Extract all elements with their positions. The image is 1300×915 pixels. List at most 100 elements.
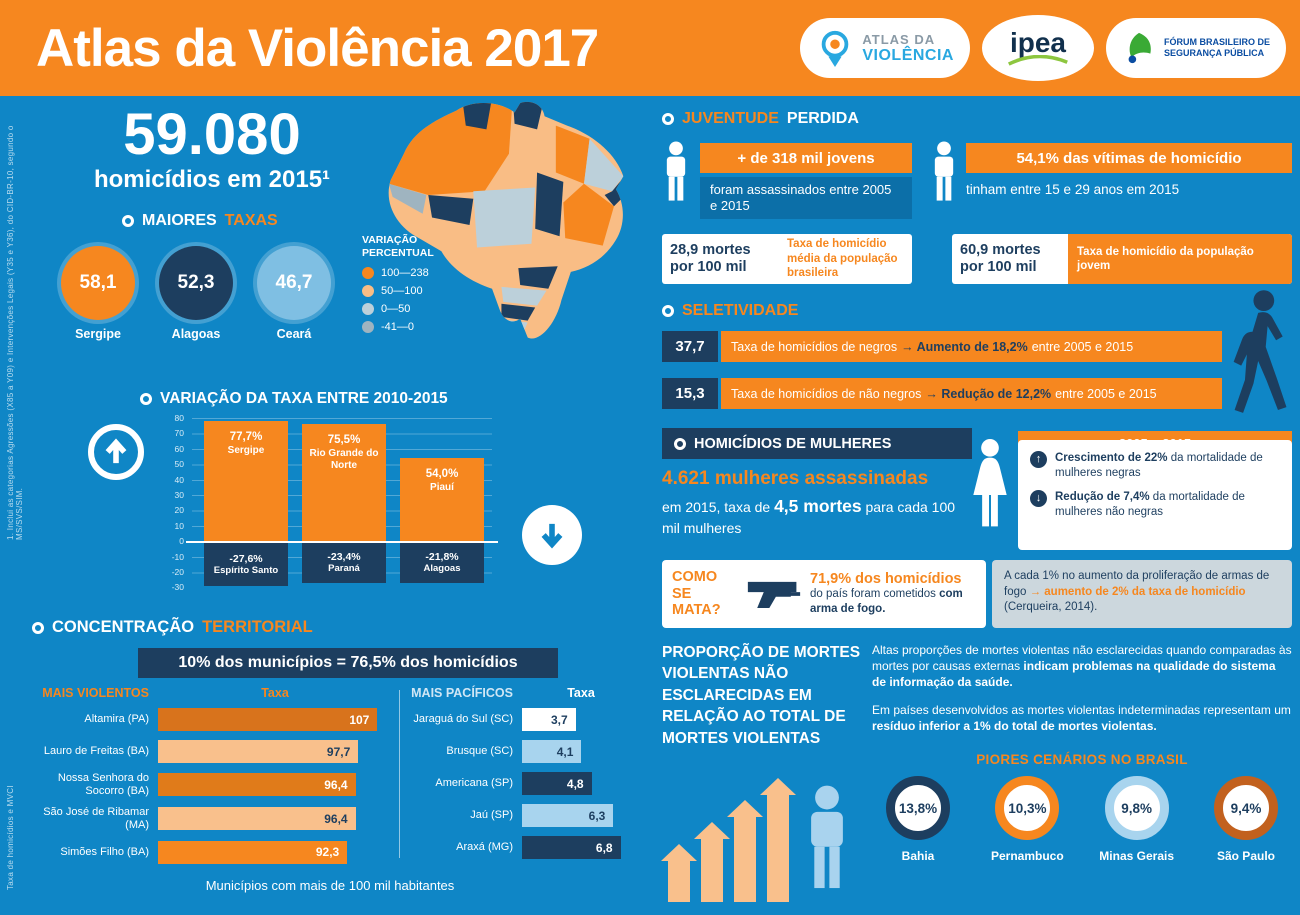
piores-item-sao-paulo: 9,4% São Paulo [1196, 776, 1296, 863]
zero-baseline [186, 541, 498, 543]
footnote-vertical-top: 1. Inclui as categorias Agressões (X85 a… [6, 125, 24, 540]
rate-circle-alagoas: 52,3 Alagoas [150, 246, 242, 341]
up-arrow-icon [105, 438, 127, 464]
piores-value: 9,8% [1104, 776, 1169, 840]
piores-item-pernambuco: 10,3% Pernambuco [977, 776, 1077, 863]
rate-value: 46,7 [257, 246, 331, 320]
growth-arrow-icon [727, 800, 763, 902]
header-banner: Atlas da Violência 2017 ATLAS DA VIOLÊNC… [0, 0, 1300, 96]
proporcao-title: PROPORÇÃO DE MORTES VIOLENTAS NÃO ESCLAR… [662, 644, 861, 747]
ring-icon [662, 305, 674, 317]
map-legend: VARIAÇÃO PERCENTUAL 100—238 50—100 0—50 … [362, 234, 448, 339]
map-legend-title: VARIAÇÃO PERCENTUAL [362, 234, 434, 260]
list-item: São José de Ribamar (MA) 96,4 [28, 806, 392, 831]
person-icon [666, 141, 686, 201]
list-item: Simões Filho (BA) 92,3 [28, 840, 392, 864]
walking-person-icon [1233, 290, 1287, 413]
down-arrow-badge [522, 505, 582, 565]
como-se-mata-box: COMO SE MATA? 71,9% dos homicídios do pa… [662, 560, 986, 628]
rate-value: 60,9 mortes por 100 mil [960, 242, 1041, 275]
legend-item: 100—238 [362, 267, 448, 280]
logo-group: ATLAS DA VIOLÊNCIA ipea FÓRUM BRASILEIRO… [800, 15, 1286, 81]
forum-logo-line2: SEGURANÇA PÚBLICA [1163, 48, 1265, 58]
atlas-logo: ATLAS DA VIOLÊNCIA [800, 18, 970, 78]
down-arrow-icon [541, 523, 563, 549]
most-peaceful-list: MAIS PACÍFICOS Taxa Jaraguá do Sul (SC) … [410, 686, 640, 868]
ring-icon [674, 437, 686, 450]
legend-item: 0—50 [362, 303, 448, 316]
most-violent-list: MAIS VIOLENTOS Taxa Altamira (PA) 107 La… [28, 686, 392, 873]
piores-label: Minas Gerais [1099, 849, 1174, 863]
piores-value: 13,8% [886, 776, 950, 840]
ipea-swoosh-icon [1007, 55, 1068, 66]
rate-value: 52,3 [159, 246, 233, 320]
plot-area: 77,7% Sergipe 75,5% Rio Grande do Norte … [186, 418, 498, 588]
legend-item: -41—0 [362, 321, 448, 334]
victims-stat-caption: tinham entre 15 e 29 anos em 2015 [966, 182, 1180, 197]
brazil-choropleth-map [388, 101, 624, 339]
person-icon [934, 141, 954, 201]
atlas-logo-line2: VIOLÊNCIA [862, 46, 954, 64]
rate-circle-sergipe: 58,1 Sergipe [52, 246, 144, 341]
selectivity-row-negros: 37,7 Taxa de homicídios de negros → Aume… [662, 331, 1222, 362]
list-item: Lauro de Freitas (BA) 97,7 [28, 740, 392, 763]
section-title-maiores-taxas: MAIORES TAXAS [122, 212, 278, 230]
ipea-logo: ipea [981, 15, 1094, 81]
selectivity-value: 15,3 [662, 378, 718, 409]
bar-sergipe: 77,7% Sergipe [204, 420, 288, 541]
bar-piaui: 54,0% Piauí [400, 457, 484, 541]
up-circle-icon: ↑ [1030, 451, 1047, 468]
mulheres-subline: em 2015, taxa de 4,5 mortes para cada 10… [662, 496, 956, 536]
footnote-vertical-bottom: Taxa de homicídios e MVCI [6, 785, 15, 890]
mulheres-headline: 4.621 mulheres assassinadas [662, 468, 929, 489]
youth-stat-caption: foram assassinados entre 2005 e 2015 [700, 177, 912, 219]
selectivity-bar: Taxa de homicídios de não negros → Reduç… [721, 378, 1222, 409]
ring-icon [662, 113, 674, 125]
rate-label: Alagoas [171, 327, 221, 341]
total-homicides-block: 59.080 homicídios em 2015¹ [62, 106, 362, 194]
list-item: Araxá (MG) 6,8 [410, 836, 640, 859]
rate-label: Sergipe [75, 327, 121, 341]
piores-circles-row: 13,8% Bahia 10,3% Pernambuco 9,8% Minas … [868, 776, 1296, 863]
forum-logo: FÓRUM BRASILEIRO DE SEGURANÇA PÚBLICA [1105, 18, 1286, 78]
forum-leaf-icon [1128, 32, 1151, 64]
variacao-bar-chart: 80 70 60 50 40 30 20 10 0 -10 -20 -30 77,7% Se… [158, 414, 498, 593]
proporcao-paragraph-1: Altas proporções de mortes violentas não… [872, 643, 1292, 690]
piores-item-minas-gerais: 9,8% Minas Gerais [1087, 776, 1187, 863]
bar-rio-grande-do-norte: 75,5% Rio Grande do Norte [302, 424, 386, 541]
piores-label: São Paulo [1216, 849, 1275, 863]
fact-item: ↓ Redução de 7,4% da mortalidade de mulh… [1030, 489, 1280, 520]
person-icon [811, 785, 843, 889]
victims-stat-badge: 54,1% das vítimas de homicídio [966, 143, 1292, 173]
top-rates-circles: 58,1 Sergipe 52,3 Alagoas 46,7 Ceará [52, 246, 340, 341]
section-title-juventude: JUVENTUDE PERDIDA [662, 110, 859, 128]
rate-label: Ceará [276, 327, 312, 341]
rate-value: 28,9 mortes por 100 mil [670, 242, 751, 275]
piores-label: Pernambuco [990, 849, 1064, 863]
growth-arrows-graphic [661, 760, 878, 902]
fact-item: ↑ Crescimento de 22% da mortalidade de m… [1030, 451, 1280, 481]
legend-dot [362, 285, 374, 298]
youth-stat-badge: + de 318 mil jovens [700, 143, 912, 173]
section-title-seletividade: SELETIVIDADE [662, 302, 798, 320]
rate-caption: Taxa de homicídio média da população bra… [787, 238, 898, 280]
total-homicides-caption: homicídios em 2015¹ [93, 166, 331, 193]
bar-espirito-santo: -27,6% Espírito Santo [204, 543, 288, 586]
rate-circle-ceara: 46,7 Ceará [248, 246, 340, 341]
ring-icon [32, 621, 44, 634]
mulheres-facts-box: ↑ Crescimento de 22% da mortalidade de m… [1018, 440, 1292, 550]
list-item: Jaraguá do Sul (SC) 3,7 [410, 708, 640, 731]
ipea-logo-text: ipea [1009, 26, 1066, 58]
proporcao-paragraph-2: Em países desenvolvidos as mortes violen… [872, 703, 1291, 734]
total-homicides-value: 59.080 [123, 102, 301, 167]
gun-note-box: A cada 1% no aumento da proliferação de … [992, 560, 1292, 628]
list-header: MAIS VIOLENTOS Taxa [42, 686, 289, 700]
globe-pin-icon [822, 30, 849, 67]
legend-dot [362, 303, 374, 316]
lists-divider [399, 690, 400, 858]
selectivity-row-nao-negros: 15,3 Taxa de homicídios de não negros → … [662, 378, 1222, 409]
down-circle-icon: ↓ [1030, 489, 1047, 507]
piores-label: Bahia [901, 849, 935, 863]
rate-box-youth: 60,9 mortes por 100 mil Taxa de homicídi… [952, 234, 1292, 284]
